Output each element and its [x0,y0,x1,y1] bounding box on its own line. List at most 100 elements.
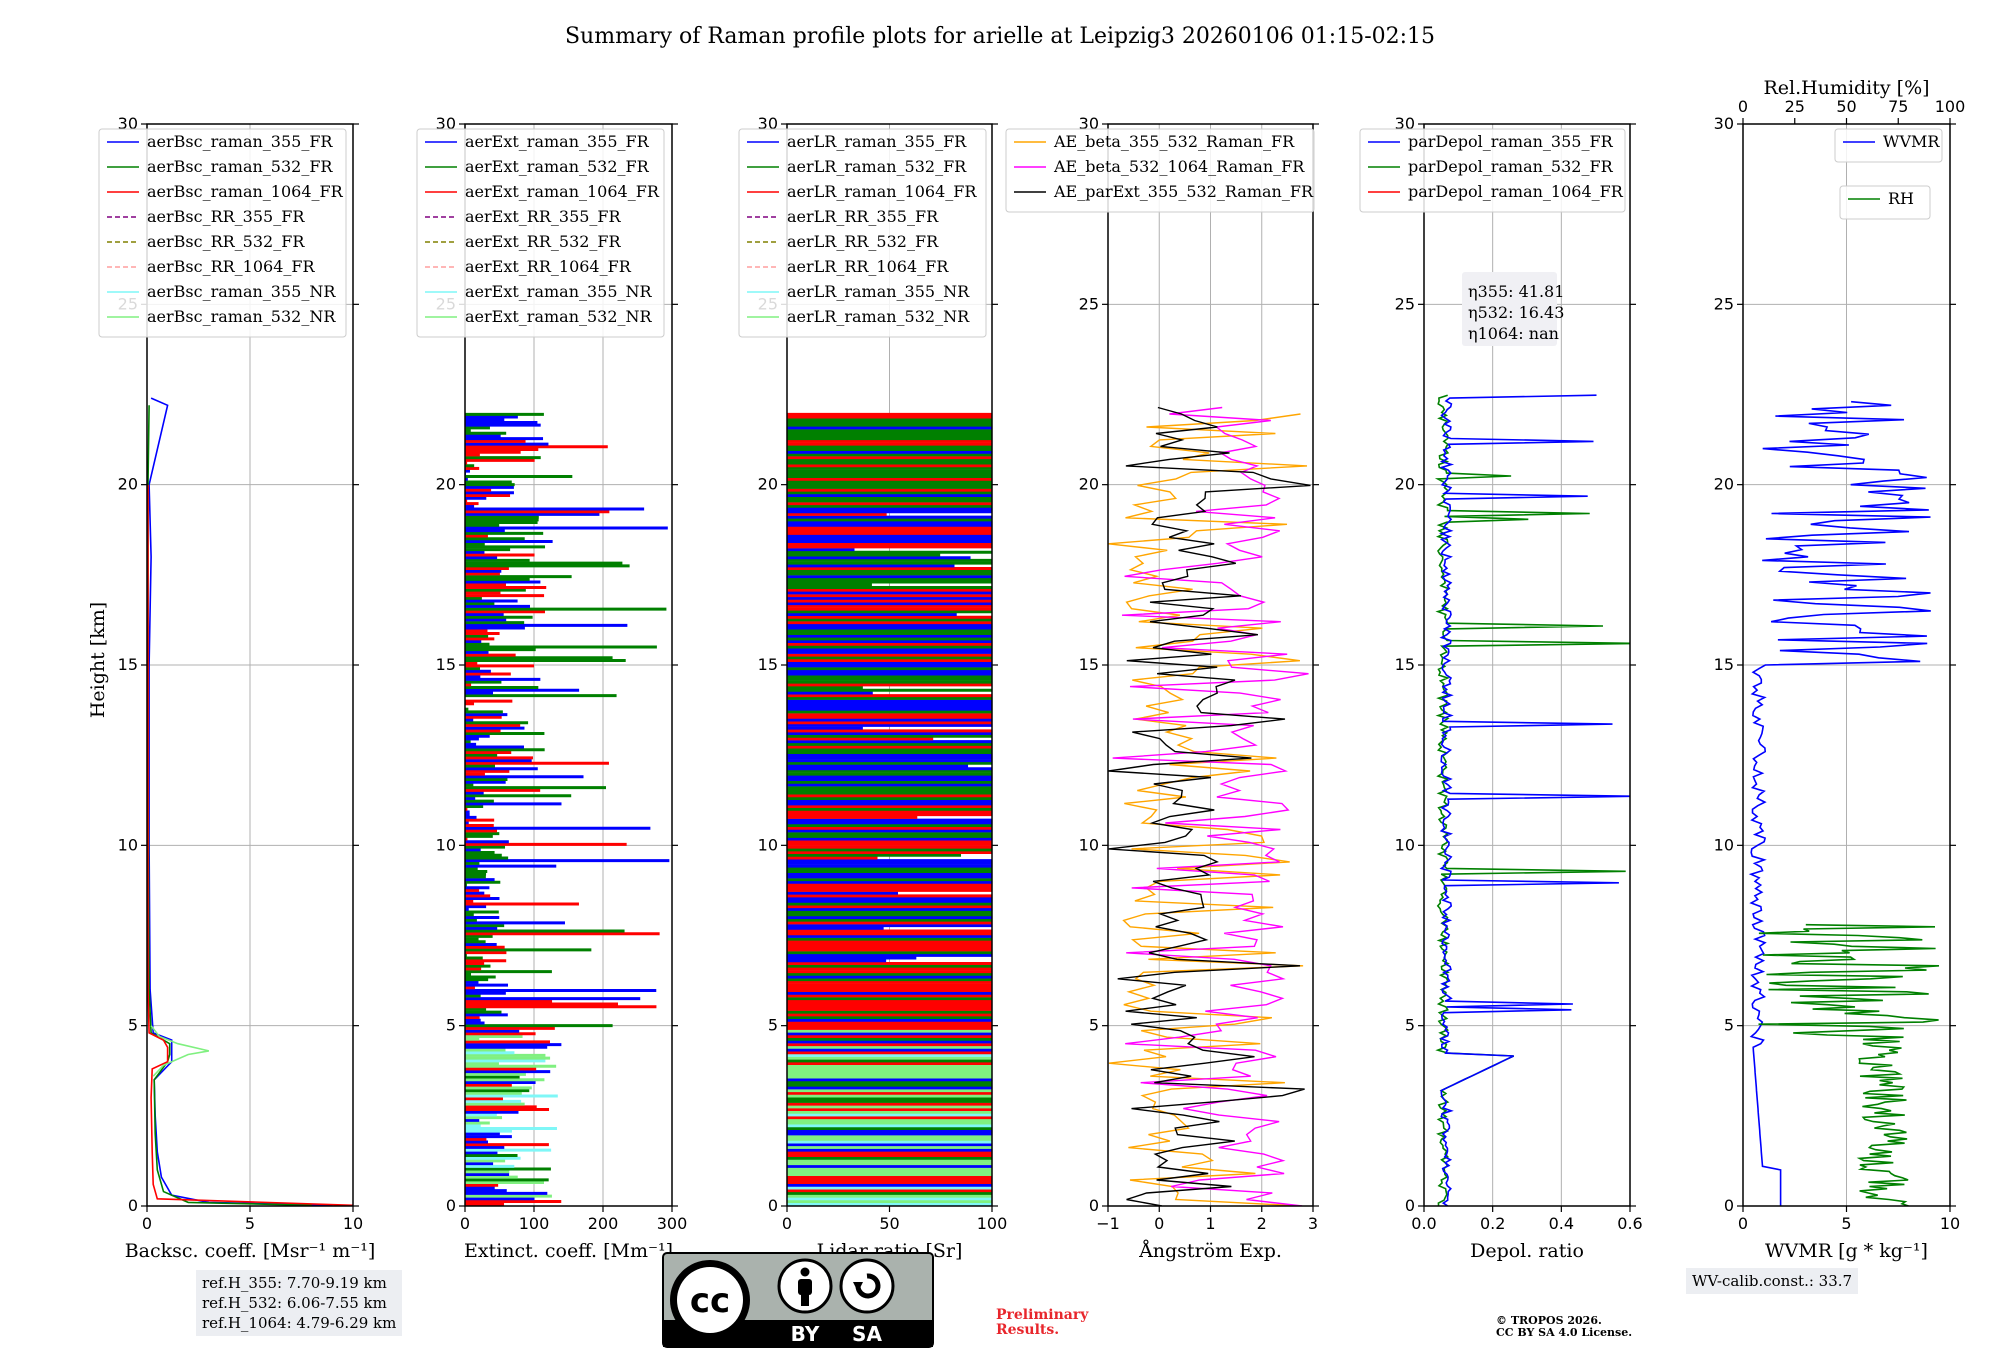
x-tick-label: 0.2 [1480,1214,1505,1233]
series-line [1108,406,1311,1206]
legend-entry: parDepol_raman_1064_FR [1408,182,1624,201]
cc-by-sa-badge: cc BY SA [662,1252,934,1348]
x-axis-label: Ångström Exp. [1138,1240,1282,1262]
series-line [1112,406,1309,1206]
svg-text:cc: cc [690,1281,730,1321]
x-tick-label: 3 [1308,1214,1318,1233]
y-tick-label: 5 [446,1016,456,1035]
legend-entry: aerExt_RR_532_FR [465,232,622,251]
y-tick-label: 30 [1714,114,1734,133]
legend-entry: WVMR [1883,132,1940,151]
legend-entry: aerBsc_raman_355_FR [147,132,333,151]
legend-entry: aerBsc_raman_355_NR [147,282,336,301]
y-tick-label: 10 [1714,835,1734,854]
x-tick-label: −1 [1096,1214,1120,1233]
series-line [1434,394,1630,1206]
copyright-line2: CC BY SA 4.0 License. [1496,1326,1633,1339]
ref-h-1064: ref.H_1064: 4.79-6.29 km [202,1314,397,1332]
legend-entry: parDepol_raman_532_FR [1408,157,1614,176]
preliminary-line1: Preliminary [996,1307,1089,1323]
x-axis-label: Extinct. coeff. [Mm⁻¹] [464,1240,673,1262]
reference-height-box: ref.H_355: 7.70-9.19 km ref.H_532: 6.06-… [196,1270,403,1336]
y-tick-label: 15 [758,655,778,674]
legend-entry: AE_beta_532_1064_Raman_FR [1053,157,1305,176]
y-tick-label: 30 [436,114,456,133]
legend-entry: aerLR_raman_355_NR [787,282,970,301]
y-tick-label: 15 [1079,655,1099,674]
x-tick-label: 0.0 [1411,1214,1436,1233]
legend-entry: AE_parExt_355_532_Raman_FR [1053,182,1314,201]
legend-box [416,128,665,338]
copyright-line1: © TROPOS 2026. [1496,1314,1602,1327]
data-traces-3 [787,412,992,1206]
eta-value: η355: 41.81 [1468,282,1564,301]
y-tick-label: 30 [1079,114,1099,133]
legend-entry: aerBsc_raman_532_FR [147,157,333,176]
series-line [147,484,353,1206]
series-line [148,397,333,1206]
cc-sa-label: SA [852,1322,882,1346]
cc-by-label: BY [791,1322,820,1346]
legend-entry: aerLR_RR_532_FR [787,232,939,251]
y-tick-label: 10 [1395,835,1415,854]
y-tick-label: 10 [1079,835,1099,854]
panel-5: 0 5 10 15 20 25 30 0.0 0.2 0.4 0.6 Depol. ratio parD… [1359,114,1643,1262]
y-tick-label: 0 [128,1196,138,1215]
legend-entry: aerBsc_raman_1064_FR [147,182,344,201]
legend-entry: aerBsc_raman_532_NR [147,307,336,326]
x-tick-label: 300 [657,1214,688,1233]
eta-value: η532: 16.43 [1468,303,1564,322]
x-axis-label: Depol. ratio [1470,1240,1584,1262]
x-tick-label: 50 [879,1214,899,1233]
y-tick-label: 0 [446,1196,456,1215]
series-line [150,1025,209,1077]
panel-3: 051015202530050100Lidar ratio [Sr]aerLR_… [738,114,1007,1262]
x-tick-label: 0 [1154,1214,1164,1233]
x-tick-label: 10 [343,1214,363,1233]
y-tick-label: 20 [436,475,456,494]
data-traces-5 [1434,394,1630,1206]
legend-box [1359,128,1626,213]
x-tick-label: 0.6 [1617,1214,1642,1233]
legend-entry: aerExt_raman_355_NR [465,282,653,301]
y-tick-label: 10 [118,835,138,854]
legend-entry: aerLR_RR_355_FR [787,207,939,226]
legend-entry: aerExt_RR_355_FR [465,207,622,226]
y-tick-label: 15 [1395,655,1415,674]
legend-entry: aerExt_raman_1064_FR [465,182,660,201]
x-tick-label: 5 [245,1214,255,1233]
x-tick-label: 10 [1940,1214,1960,1233]
legend-entry: aerLR_raman_532_FR [787,157,967,176]
axes-frame [464,123,673,1207]
ref-h-355: ref.H_355: 7.70-9.19 km [202,1274,387,1292]
x-axis-label: Backsc. coeff. [Msr⁻¹ m⁻¹] [125,1240,376,1262]
x2-tick-label: 50 [1836,97,1856,116]
legend-entry: parDepol_raman_355_FR [1408,132,1614,151]
y-tick-label: 15 [1714,655,1734,674]
y-tick-label: 0 [768,1196,778,1215]
y-tick-label: 5 [1724,1016,1734,1035]
data-traces-2 [465,412,670,1206]
y-tick-label: 30 [758,114,778,133]
x2-tick-label: 75 [1888,97,1908,116]
x-tick-label: 100 [519,1214,550,1233]
legend-box [1839,185,1931,220]
y-tick-label: 30 [118,114,138,133]
y-tick-label: 15 [118,655,138,674]
legend-entry: RH [1888,189,1914,208]
x-tick-label: 2 [1257,1214,1267,1233]
y-tick-label: 25 [1079,294,1099,313]
x-tick-label: 1 [1205,1214,1215,1233]
x2-tick-label: 25 [1785,97,1805,116]
x-tick-label: 0.4 [1549,1214,1574,1233]
ref-h-532: ref.H_532: 6.06-7.55 km [202,1294,387,1312]
x-tick-label: 5 [1841,1214,1851,1233]
y-axis-label: Height [km] [87,602,109,718]
y-tick-label: 20 [758,475,778,494]
data-traces-1 [147,397,353,1206]
axes-frame [1423,123,1631,1207]
x2-tick-label: 0 [1738,97,1748,116]
